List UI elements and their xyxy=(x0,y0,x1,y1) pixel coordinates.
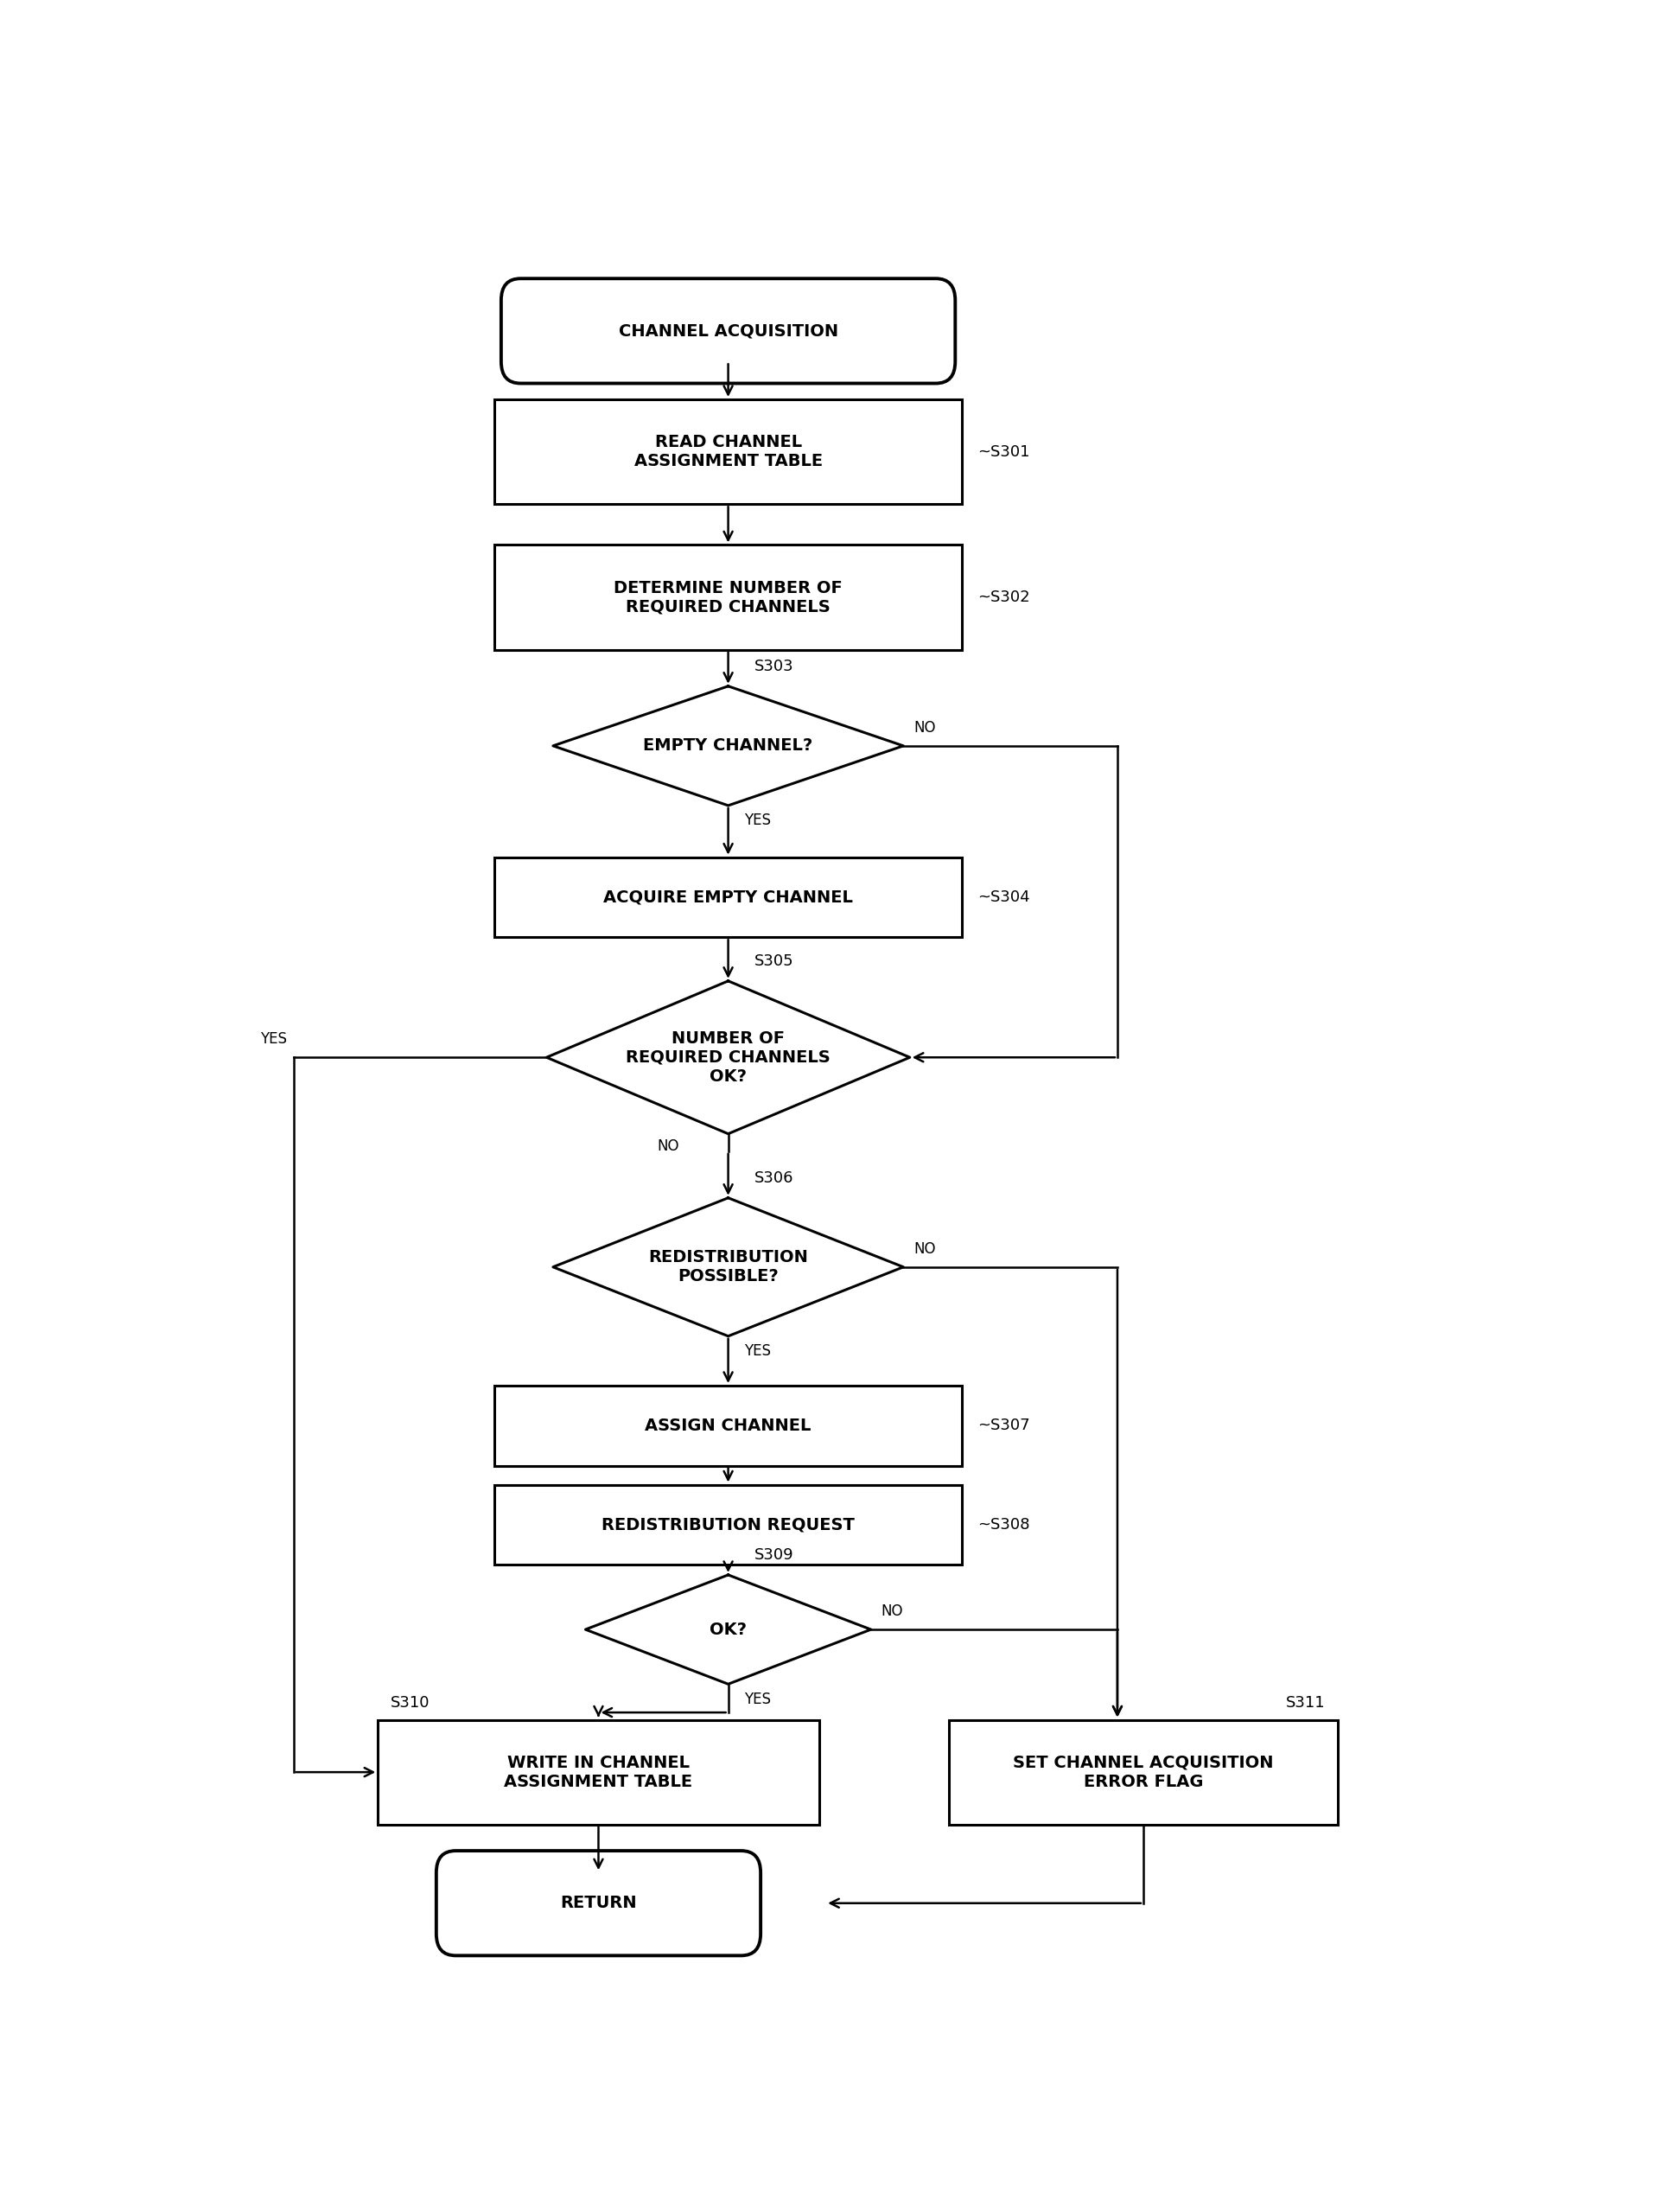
Text: REDISTRIBUTION REQUEST: REDISTRIBUTION REQUEST xyxy=(601,1517,855,1533)
Text: ~S308: ~S308 xyxy=(978,1517,1030,1533)
Text: S303: S303 xyxy=(755,659,793,675)
Text: ~S302: ~S302 xyxy=(978,591,1030,606)
Bar xyxy=(496,858,963,938)
Text: ~S301: ~S301 xyxy=(978,445,1030,460)
Text: ~S307: ~S307 xyxy=(978,1418,1030,1433)
FancyBboxPatch shape xyxy=(501,279,956,383)
Polygon shape xyxy=(546,980,911,1135)
Text: RETURN: RETURN xyxy=(561,1896,636,1911)
Text: S306: S306 xyxy=(755,1170,793,1186)
Text: S310: S310 xyxy=(392,1694,430,1712)
Text: NUMBER OF
REQUIRED CHANNELS
OK?: NUMBER OF REQUIRED CHANNELS OK? xyxy=(626,1031,830,1084)
Text: S305: S305 xyxy=(755,953,793,969)
Bar xyxy=(496,400,963,504)
Text: SET CHANNEL ACQUISITION
ERROR FLAG: SET CHANNEL ACQUISITION ERROR FLAG xyxy=(1013,1754,1274,1790)
Text: EMPTY CHANNEL?: EMPTY CHANNEL? xyxy=(643,737,814,754)
Text: NO: NO xyxy=(881,1604,904,1619)
Text: ~S304: ~S304 xyxy=(978,889,1030,905)
Text: S309: S309 xyxy=(755,1548,793,1564)
Text: ASSIGN CHANNEL: ASSIGN CHANNEL xyxy=(644,1418,812,1433)
Polygon shape xyxy=(552,1199,904,1336)
Text: YES: YES xyxy=(743,1692,770,1708)
Text: YES: YES xyxy=(743,812,770,827)
Polygon shape xyxy=(586,1575,870,1683)
Bar xyxy=(949,1719,1338,1825)
Bar xyxy=(378,1719,819,1825)
Text: S311: S311 xyxy=(1286,1694,1326,1712)
Text: OK?: OK? xyxy=(710,1621,747,1637)
Text: NO: NO xyxy=(914,1241,936,1256)
Text: NO: NO xyxy=(656,1139,680,1155)
Polygon shape xyxy=(552,686,904,805)
Text: ACQUIRE EMPTY CHANNEL: ACQUIRE EMPTY CHANNEL xyxy=(603,889,854,905)
Text: YES: YES xyxy=(743,1343,770,1358)
Bar xyxy=(496,544,963,650)
Bar xyxy=(496,1484,963,1564)
FancyBboxPatch shape xyxy=(437,1851,760,1955)
Text: DETERMINE NUMBER OF
REQUIRED CHANNELS: DETERMINE NUMBER OF REQUIRED CHANNELS xyxy=(614,580,842,615)
Bar xyxy=(496,1385,963,1467)
Text: YES: YES xyxy=(259,1031,288,1046)
Text: NO: NO xyxy=(914,721,936,737)
Text: WRITE IN CHANNEL
ASSIGNMENT TABLE: WRITE IN CHANNEL ASSIGNMENT TABLE xyxy=(504,1754,693,1790)
Text: CHANNEL ACQUISITION: CHANNEL ACQUISITION xyxy=(618,323,839,338)
Text: READ CHANNEL
ASSIGNMENT TABLE: READ CHANNEL ASSIGNMENT TABLE xyxy=(634,434,822,469)
Text: REDISTRIBUTION
POSSIBLE?: REDISTRIBUTION POSSIBLE? xyxy=(648,1250,809,1285)
